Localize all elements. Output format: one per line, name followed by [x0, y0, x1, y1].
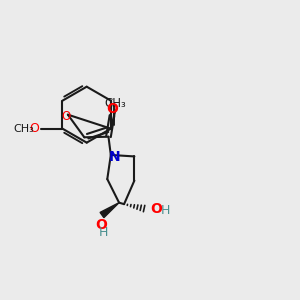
- Polygon shape: [100, 203, 119, 218]
- Text: H: H: [161, 203, 170, 217]
- Text: O: O: [106, 102, 118, 116]
- Text: O: O: [95, 218, 107, 232]
- Text: N: N: [109, 150, 121, 164]
- Text: H: H: [99, 226, 108, 239]
- Text: O: O: [151, 202, 162, 216]
- Text: CH₃: CH₃: [104, 98, 126, 110]
- Text: O: O: [62, 110, 71, 123]
- Text: CH₃: CH₃: [14, 124, 34, 134]
- Text: O: O: [29, 122, 39, 135]
